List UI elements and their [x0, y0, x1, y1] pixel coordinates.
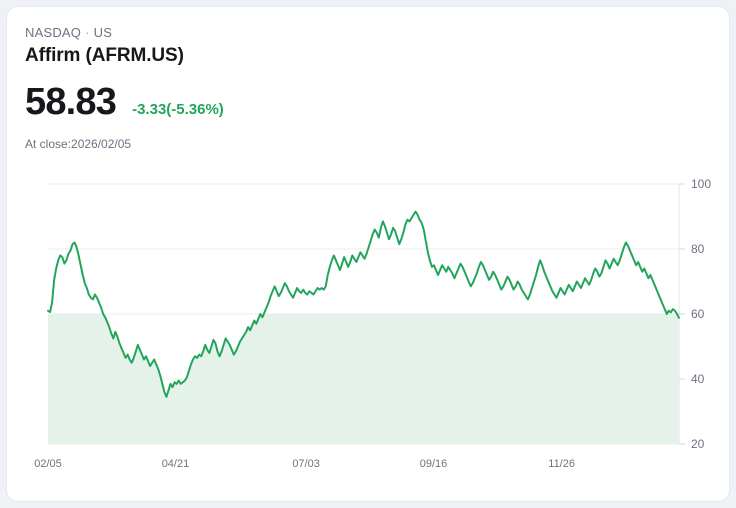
price-row: 58.83 -3.33(-5.36%): [25, 83, 224, 121]
y-axis-label: 80: [691, 242, 705, 256]
page-title: Affirm (AFRM.US): [25, 45, 184, 66]
exchange-region: NASDAQ · US: [25, 25, 112, 40]
price-area-fill: [48, 314, 679, 444]
market-status: At close:2026/02/05: [25, 137, 132, 151]
y-axis-label: 20: [691, 437, 705, 451]
separator-dot: ·: [85, 25, 90, 40]
x-axis-label: 09/16: [420, 458, 448, 470]
price-change: -3.33(-5.36%): [132, 101, 224, 118]
x-axis-label: 11/26: [548, 458, 575, 470]
x-axis-label: 04/21: [162, 458, 190, 470]
y-axis-label: 60: [691, 307, 705, 321]
y-axis-label: 100: [691, 177, 711, 191]
price-chart-svg: 100 80 60 40 20 02/05 04/21 07/03 09/16 11/26: [34, 177, 711, 470]
stock-quote-card: NASDAQ · US Affirm (AFRM.US) 58.83 -3.33(-…: [6, 6, 730, 502]
y-axis-label: 40: [691, 372, 705, 386]
region-name: US: [93, 25, 113, 40]
price-line: [47, 210, 680, 398]
exchange-name: NASDAQ: [25, 25, 82, 40]
x-axis-label: 02/05: [34, 458, 62, 470]
price-chart[interactable]: 100 80 60 40 20 02/05 04/21 07/03 09/16 11/26: [7, 165, 729, 485]
last-price: 58.83: [25, 81, 117, 123]
x-axis-label: 07/03: [292, 458, 320, 470]
